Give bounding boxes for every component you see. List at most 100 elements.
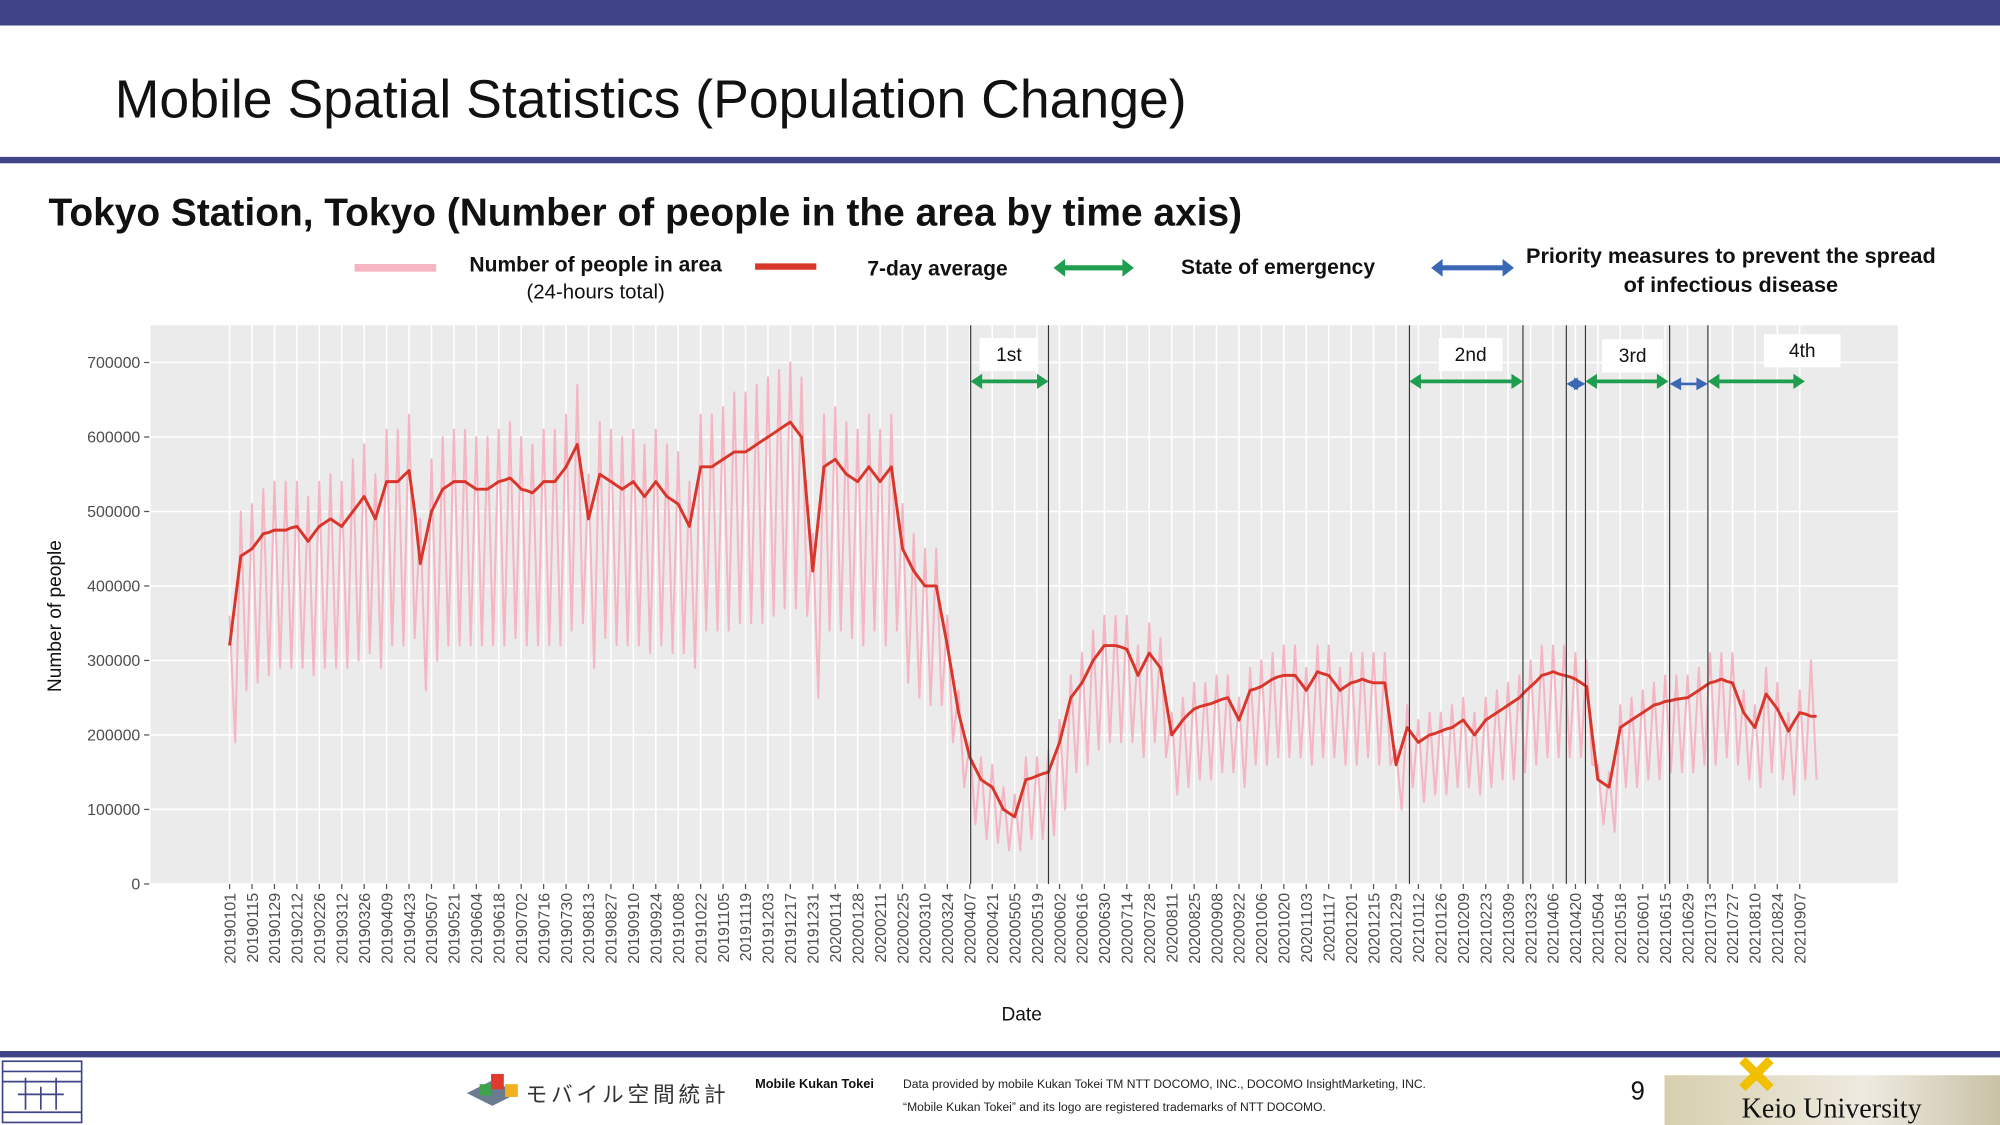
x-tick-label: 20210907 bbox=[1792, 893, 1809, 964]
x-tick-label: 20190115 bbox=[245, 893, 262, 963]
x-tick-label: 20210420 bbox=[1568, 893, 1585, 964]
period-label-box bbox=[979, 338, 1039, 372]
x-tick-label: 20200421 bbox=[985, 893, 1002, 964]
x-tick-label: 20210126 bbox=[1434, 893, 1451, 964]
brand-icon bbox=[466, 1073, 518, 1106]
x-tick-label: 20210223 bbox=[1478, 893, 1495, 964]
period-label: 1st bbox=[996, 345, 1022, 366]
x-tick-label: 20200114 bbox=[828, 893, 845, 963]
x-tick-label: 20201215 bbox=[1366, 893, 1383, 964]
x-tick-label: 20201020 bbox=[1277, 893, 1294, 964]
x-tick-label: 20200211 bbox=[873, 893, 890, 963]
x-tick-label: 20210713 bbox=[1703, 893, 1720, 964]
x-tick-label: 20200519 bbox=[1030, 893, 1047, 964]
slide-title: Mobile Spatial Statistics (Population Ch… bbox=[115, 70, 1187, 129]
x-tick-label: 20210615 bbox=[1658, 893, 1675, 964]
y-tick-label: 500000 bbox=[87, 504, 140, 521]
period-label: 3rd bbox=[1619, 346, 1647, 367]
x-tick-label: 20210518 bbox=[1613, 893, 1630, 964]
emergency-arrow-head bbox=[1793, 373, 1805, 390]
y-tick-label: 100000 bbox=[87, 802, 140, 819]
x-tick-label: 20210629 bbox=[1680, 893, 1697, 964]
x-tick-label: 20190618 bbox=[492, 893, 509, 964]
x-tick-label: 20190730 bbox=[559, 893, 576, 964]
legend-arrow-head bbox=[1122, 258, 1134, 277]
emergency-arrow-head bbox=[1656, 373, 1669, 390]
footer-brand: Mobile Kukan Tokei bbox=[755, 1076, 874, 1091]
x-tick-label: 20201103 bbox=[1299, 893, 1316, 963]
legend-label: Number of people in area bbox=[469, 254, 722, 277]
period-label-box bbox=[1602, 339, 1664, 373]
x-tick-label: 20200407 bbox=[963, 893, 980, 964]
period-label-box bbox=[1438, 338, 1503, 372]
x-tick-label: 20200128 bbox=[850, 893, 867, 964]
x-tick-label: 20190702 bbox=[514, 893, 531, 964]
emergency-arrow-head bbox=[1585, 373, 1597, 390]
priority-arrow-head bbox=[1696, 377, 1708, 391]
period-label-box bbox=[1764, 334, 1841, 368]
x-tick-label: 20200811 bbox=[1164, 893, 1181, 963]
university-name: Keio University bbox=[1742, 1093, 1922, 1124]
x-tick-label: 20190827 bbox=[604, 893, 621, 964]
x-tick-label: 20191231 bbox=[806, 893, 823, 964]
emergency-arrow-head bbox=[1511, 373, 1523, 390]
footer-logo-text: モバイル空間統計 bbox=[526, 1082, 730, 1107]
y-axis-label: Number of people bbox=[45, 540, 66, 692]
legend-label: Priority measures to prevent the spread … bbox=[1525, 243, 1936, 298]
x-tick-label: 20191105 bbox=[716, 893, 733, 963]
priority-arrow-head bbox=[1669, 377, 1682, 391]
x-tick-label: 20190813 bbox=[581, 893, 598, 964]
y-tick-label: 200000 bbox=[87, 728, 140, 745]
footer-logo bbox=[1, 1060, 83, 1124]
x-tick-label: 20190507 bbox=[424, 893, 441, 964]
x-tick-label: 20201117 bbox=[1321, 893, 1338, 962]
university-banner bbox=[1664, 1075, 2000, 1125]
x-tick-label: 20191022 bbox=[693, 893, 710, 964]
x-tick-label: 20200825 bbox=[1187, 893, 1204, 964]
x-tick-label: 20200324 bbox=[940, 893, 957, 964]
legend-arrow-head bbox=[1502, 258, 1515, 277]
x-tick-label: 20190924 bbox=[649, 893, 666, 964]
emergency-arrow-head bbox=[1409, 373, 1421, 390]
x-tick-label: 20200616 bbox=[1075, 893, 1092, 964]
top-bar bbox=[0, 0, 2000, 26]
x-tick-label: 20210112 bbox=[1411, 893, 1428, 963]
footer-credit: Data provided by mobile Kukan Tokei TM N… bbox=[903, 1077, 1426, 1091]
plot: 0 100000 200000 300000 400000 500000 600000 700… bbox=[87, 325, 1898, 964]
emergency-arrow-head bbox=[1036, 373, 1049, 390]
series-line bbox=[228, 361, 1818, 852]
x-tick-label: 20210323 bbox=[1523, 893, 1540, 964]
x-tick-label: 20210824 bbox=[1770, 893, 1787, 964]
x-tick-label: 20200310 bbox=[918, 893, 935, 964]
legend-label: State of emergency bbox=[1181, 256, 1375, 279]
x-tick-label: 20200505 bbox=[1007, 893, 1024, 964]
x-tick-label: 20190101 bbox=[222, 893, 239, 964]
footer-trademark: “Mobile Kukan Tokei” and its logo are re… bbox=[903, 1100, 1326, 1114]
x-tick-label: 20200602 bbox=[1052, 893, 1069, 964]
x-tick-label: 20210309 bbox=[1501, 893, 1518, 964]
y-tick-label: 600000 bbox=[87, 430, 140, 447]
x-tick-label: 20210209 bbox=[1456, 893, 1473, 964]
x-tick-label: 20210504 bbox=[1591, 893, 1608, 964]
x-tick-label: 20190312 bbox=[334, 893, 351, 964]
period-label: 4th bbox=[1789, 341, 1816, 362]
legend-note: (24-hours total) bbox=[527, 281, 665, 303]
title-rule bbox=[0, 156, 2000, 164]
x-tick-label: 20190129 bbox=[267, 893, 284, 964]
legend-arrow-head bbox=[1431, 258, 1443, 277]
x-tick-label: 20200728 bbox=[1142, 893, 1159, 964]
x-tick-label: 20210727 bbox=[1725, 893, 1742, 964]
x-tick-label: 20201201 bbox=[1344, 893, 1361, 964]
x-tick-label: 20210406 bbox=[1546, 893, 1563, 964]
x-tick-label: 20210601 bbox=[1635, 893, 1652, 964]
priority-arrow-head bbox=[1573, 377, 1586, 391]
x-tick-label: 20190226 bbox=[312, 893, 329, 964]
y-tick-label: 300000 bbox=[87, 653, 140, 670]
legend-label: 7-day average bbox=[867, 258, 1007, 281]
x-tick-label: 20190604 bbox=[469, 893, 486, 964]
x-tick-label: 20191217 bbox=[783, 893, 800, 964]
x-tick-label: 20200908 bbox=[1209, 893, 1226, 964]
legend-arrow-head bbox=[1053, 258, 1066, 277]
emergency-arrow-head bbox=[970, 373, 983, 390]
x-tick-label: 20200922 bbox=[1232, 893, 1249, 964]
